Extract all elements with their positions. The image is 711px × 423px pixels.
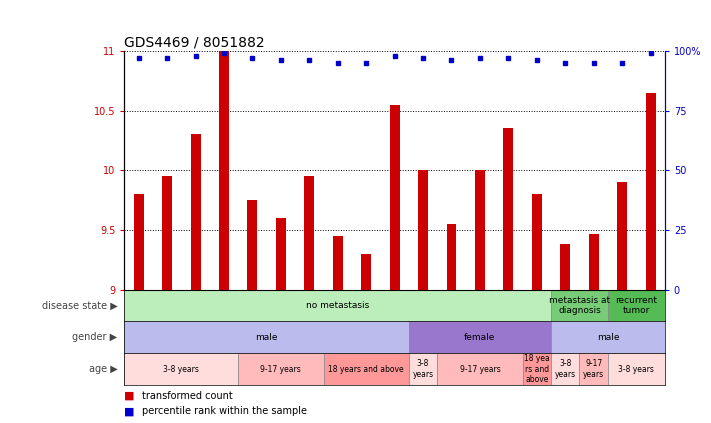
- Bar: [447, 224, 456, 290]
- Text: transformed count: transformed count: [142, 390, 233, 401]
- Bar: [437, 353, 523, 385]
- Bar: [409, 353, 437, 385]
- Text: ■: ■: [124, 390, 135, 401]
- Text: disease state ▶: disease state ▶: [41, 301, 117, 310]
- Bar: [324, 353, 409, 385]
- Text: 9-17 years: 9-17 years: [260, 365, 301, 374]
- Text: 3-8 years: 3-8 years: [164, 365, 199, 374]
- Bar: [551, 353, 579, 385]
- Bar: [361, 254, 371, 290]
- Text: 9-17
years: 9-17 years: [583, 360, 604, 379]
- Bar: [560, 244, 570, 290]
- Text: percentile rank within the sample: percentile rank within the sample: [142, 406, 307, 416]
- Bar: [162, 176, 172, 290]
- Text: age ▶: age ▶: [89, 364, 117, 374]
- Bar: [191, 135, 201, 290]
- Bar: [608, 353, 665, 385]
- Text: 3-8 years: 3-8 years: [619, 365, 654, 374]
- Text: 18 yea
rs and
above: 18 yea rs and above: [524, 354, 550, 384]
- Bar: [124, 321, 409, 353]
- Text: no metastasis: no metastasis: [306, 301, 369, 310]
- Bar: [532, 194, 542, 290]
- Text: male: male: [255, 333, 278, 342]
- Bar: [579, 353, 608, 385]
- Bar: [551, 290, 608, 321]
- Bar: [134, 194, 144, 290]
- Text: 3-8
years: 3-8 years: [555, 360, 576, 379]
- Text: female: female: [464, 333, 496, 342]
- Text: 9-17 years: 9-17 years: [459, 365, 501, 374]
- Text: male: male: [597, 333, 619, 342]
- Bar: [589, 233, 599, 290]
- Bar: [475, 170, 485, 290]
- Bar: [418, 170, 428, 290]
- Bar: [304, 176, 314, 290]
- Bar: [124, 290, 551, 321]
- Text: gender ▶: gender ▶: [73, 332, 117, 342]
- Bar: [523, 353, 551, 385]
- Bar: [646, 93, 656, 290]
- Bar: [333, 236, 343, 290]
- Bar: [409, 321, 551, 353]
- Bar: [124, 353, 238, 385]
- Bar: [503, 129, 513, 290]
- Bar: [390, 104, 400, 290]
- Bar: [617, 182, 627, 290]
- Text: ■: ■: [124, 406, 135, 416]
- Text: metastasis at
diagnosis: metastasis at diagnosis: [549, 296, 610, 315]
- Bar: [247, 200, 257, 290]
- Text: GDS4469 / 8051882: GDS4469 / 8051882: [124, 36, 265, 49]
- Bar: [238, 353, 324, 385]
- Bar: [276, 218, 286, 290]
- Bar: [551, 321, 665, 353]
- Text: recurrent
tumor: recurrent tumor: [615, 296, 658, 315]
- Text: 3-8
years: 3-8 years: [412, 360, 434, 379]
- Bar: [219, 51, 229, 290]
- Text: 18 years and above: 18 years and above: [328, 365, 404, 374]
- Bar: [608, 290, 665, 321]
